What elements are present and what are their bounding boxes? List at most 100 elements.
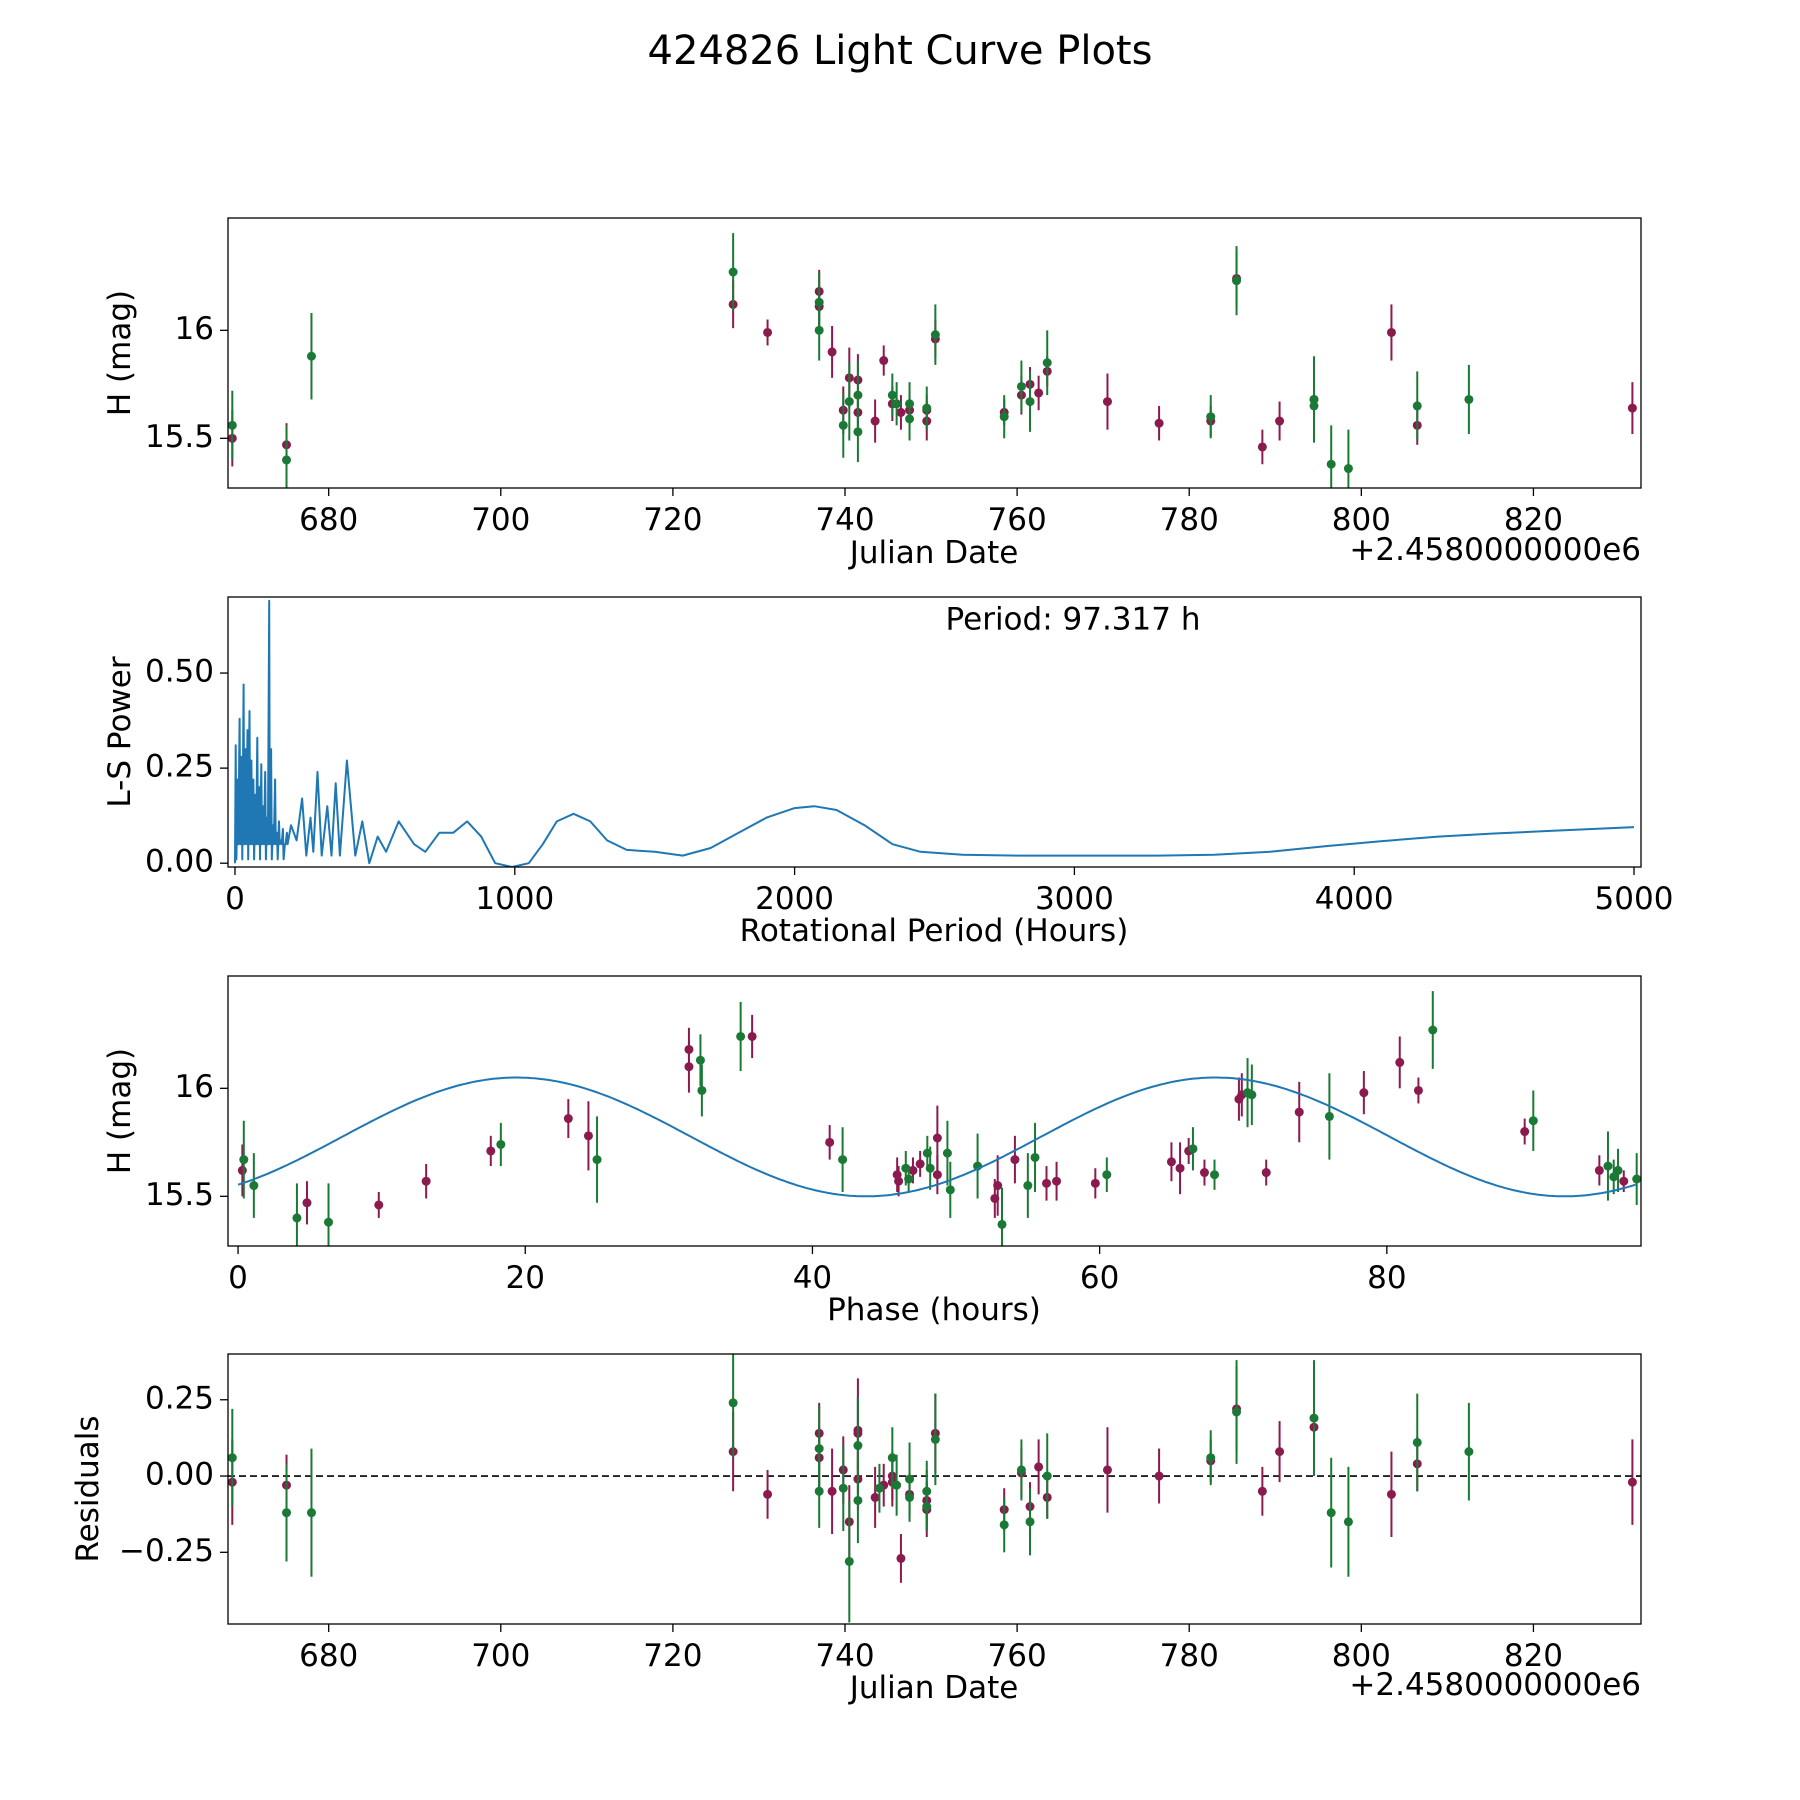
lightcurve-marks — [228, 233, 1637, 488]
data-point — [583, 1131, 593, 1141]
data-point — [1154, 1471, 1164, 1481]
data-point — [1042, 1178, 1052, 1188]
x-tick-label: 700 — [471, 502, 530, 538]
periodogram-line — [234, 599, 1635, 867]
data-point — [999, 412, 1009, 422]
data-point — [486, 1146, 496, 1156]
data-point — [1206, 1453, 1216, 1463]
x-tick-label: 780 — [1160, 1638, 1219, 1674]
periodogram-panel: 0 1000 2000 3000 4000 5000 0.00 0.25 0.50 Period… — [102, 596, 1673, 949]
periodogram-frame — [227, 596, 1642, 868]
data-point — [421, 1176, 431, 1186]
data-point — [932, 1133, 942, 1143]
data-point — [228, 420, 237, 430]
x-tick-label: 680 — [299, 502, 358, 538]
x-tick-label: 740 — [815, 1638, 874, 1674]
data-point — [302, 1198, 312, 1208]
data-point — [306, 351, 316, 361]
x-tick-label: 20 — [506, 1260, 545, 1296]
data-point — [894, 1176, 904, 1186]
y-tick-label: 0.00 — [145, 1457, 214, 1493]
phased-xlabel: Phase (hours) — [827, 1292, 1041, 1328]
data-point — [1232, 1407, 1242, 1417]
data-point — [1210, 1170, 1220, 1180]
data-point — [1343, 464, 1353, 474]
data-point — [844, 1556, 854, 1566]
data-point — [1102, 1465, 1112, 1475]
data-point — [1627, 1477, 1637, 1487]
residuals-ylabel: Residuals — [70, 1415, 106, 1562]
data-point — [905, 1492, 915, 1502]
data-point — [814, 325, 824, 335]
data-point — [838, 1483, 848, 1493]
data-point — [1386, 327, 1396, 337]
data-point — [1275, 1447, 1285, 1457]
data-point — [1232, 276, 1242, 286]
data-point — [1528, 1116, 1538, 1126]
x-tick-label: 820 — [1504, 1638, 1563, 1674]
data-point — [915, 1159, 925, 1169]
data-point — [697, 1085, 707, 1095]
data-point — [825, 1137, 835, 1147]
data-point — [870, 1492, 880, 1502]
data-point — [1412, 1437, 1422, 1447]
data-point — [1609, 1172, 1619, 1182]
data-point — [1464, 394, 1474, 404]
data-point — [1175, 1163, 1185, 1173]
fit-curve — [237, 1076, 1636, 1198]
data-point — [728, 267, 738, 277]
data-point — [249, 1181, 259, 1191]
y-tick-label: 16 — [175, 1069, 214, 1105]
data-point — [1359, 1088, 1369, 1098]
data-point — [945, 1185, 955, 1195]
data-point — [999, 1520, 1009, 1530]
data-point — [1247, 1090, 1257, 1100]
x-tick-label: 2000 — [755, 881, 834, 917]
data-point — [1428, 1025, 1438, 1035]
data-point — [1199, 1168, 1209, 1178]
data-point — [592, 1155, 602, 1165]
residuals-frame — [227, 1353, 1642, 1625]
data-point — [306, 1508, 316, 1518]
y-tick-label: 16 — [175, 311, 214, 347]
data-point — [896, 1553, 906, 1563]
x-tick-label: 760 — [988, 502, 1047, 538]
data-point — [892, 1480, 902, 1490]
x-tick-label: 800 — [1332, 502, 1391, 538]
data-point — [496, 1139, 506, 1149]
data-point — [1016, 1465, 1026, 1475]
data-point — [1090, 1178, 1100, 1188]
data-point — [827, 347, 837, 357]
x-tick-label: 40 — [793, 1260, 832, 1296]
data-point — [1257, 1486, 1267, 1496]
data-point — [763, 327, 773, 337]
x-tick-label: 60 — [1080, 1260, 1119, 1296]
data-point — [1025, 1517, 1035, 1527]
x-tick-label: 820 — [1504, 502, 1563, 538]
period-annotation: Period: 97.317 h — [946, 602, 1201, 638]
data-point — [905, 399, 915, 409]
data-point — [814, 1486, 824, 1496]
data-point — [1257, 442, 1267, 452]
data-point — [870, 416, 880, 426]
data-point — [1102, 1170, 1112, 1180]
data-point — [563, 1114, 573, 1124]
x-tick-label: 720 — [643, 1638, 702, 1674]
data-point — [1188, 1144, 1198, 1154]
data-point — [1206, 412, 1216, 422]
data-point — [1520, 1127, 1530, 1137]
data-point — [228, 1453, 237, 1463]
data-point — [1261, 1168, 1271, 1178]
periodogram-marks — [234, 599, 1635, 867]
data-point — [1619, 1176, 1629, 1186]
data-point — [853, 1495, 863, 1505]
data-point — [853, 390, 863, 400]
data-point — [239, 1155, 249, 1165]
data-point — [747, 1031, 757, 1041]
x-tick-label: 4000 — [1315, 881, 1394, 917]
x-tick-label: 700 — [471, 1638, 530, 1674]
periodogram-xlabel: Rotational Period (Hours) — [740, 913, 1129, 949]
data-point — [1275, 416, 1285, 426]
x-tick-label: 760 — [988, 1638, 1047, 1674]
